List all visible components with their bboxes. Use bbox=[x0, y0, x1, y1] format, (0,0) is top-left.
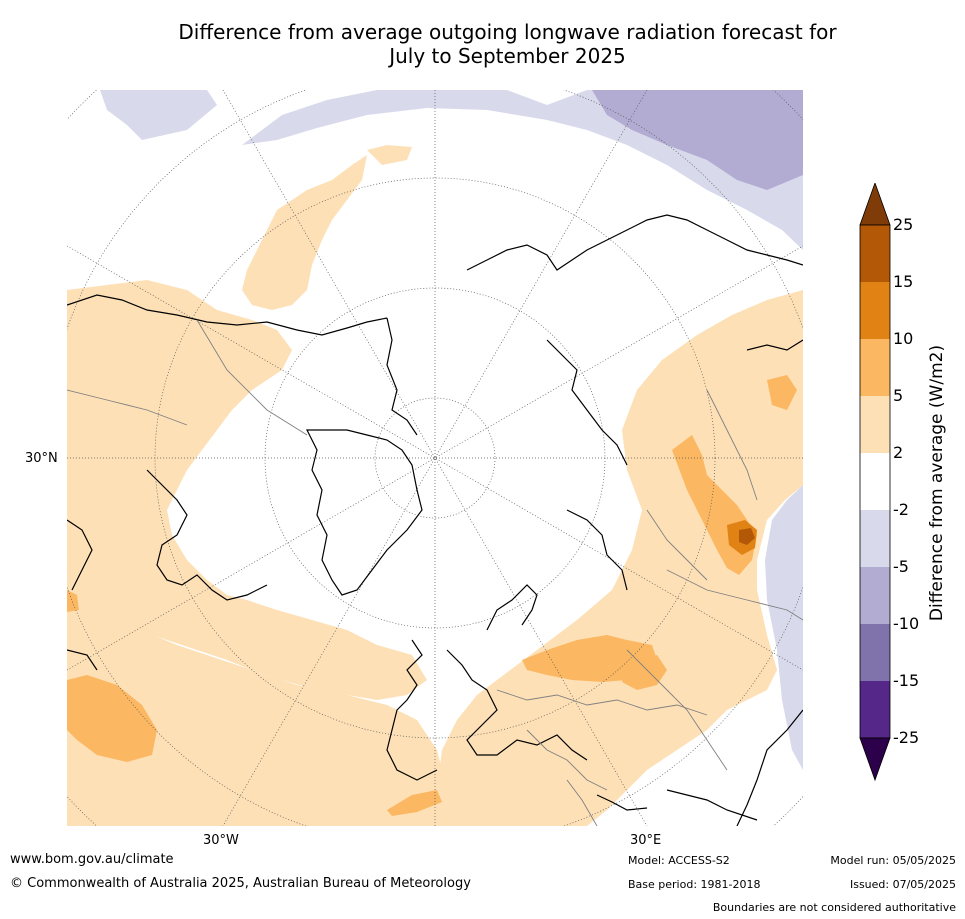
colorbar-label-10: 10 bbox=[893, 329, 914, 348]
colorbar-label-15: 15 bbox=[893, 272, 914, 291]
region-plus15-hotspot bbox=[739, 528, 755, 545]
region-minus5-northeast bbox=[592, 90, 803, 190]
region-plus5-north-africa bbox=[387, 790, 442, 816]
colorbar-label-minus15: -15 bbox=[893, 671, 920, 690]
footer-copyright: © Commonwealth of Australia 2025, Austra… bbox=[10, 876, 471, 891]
colorbar-bin-10-15 bbox=[860, 282, 890, 339]
region-plus5-small-west bbox=[67, 590, 79, 612]
region-plus2-north-america bbox=[67, 280, 427, 700]
colorbar-label-minus5: -5 bbox=[893, 557, 909, 576]
footer-disclaimer: Boundaries are not considered authoritat… bbox=[712, 901, 956, 914]
colorbar-bin-minus5-10 bbox=[860, 567, 890, 624]
region-plus5-southwest bbox=[67, 675, 157, 762]
lon-label-30e: 30°E bbox=[630, 833, 662, 848]
region-plus2-small-island bbox=[367, 145, 412, 165]
colorbar-bin-minus10-15 bbox=[860, 624, 890, 681]
footer-issued: Issued: 07/05/2025 bbox=[849, 878, 956, 891]
title-line-2: July to September 2025 bbox=[389, 44, 626, 68]
lat-label-30n: 30°N bbox=[25, 451, 58, 466]
lon-label-30w: 30°W bbox=[203, 833, 239, 848]
coastlines bbox=[67, 214, 803, 826]
region-plus2-eurasia bbox=[437, 290, 803, 826]
colorbar-label-minus2: -2 bbox=[893, 500, 909, 519]
footer-model: Model: ACCESS-S2 bbox=[628, 854, 730, 867]
colorbar-bin-minus2-5 bbox=[860, 510, 890, 567]
colorbar-extend-bottom bbox=[859, 737, 891, 782]
colorbar-label-minus25: -25 bbox=[893, 728, 920, 747]
map-title: Difference from average outgoing longwav… bbox=[60, 20, 955, 68]
footer-model-run: Model run: 05/05/2025 bbox=[830, 854, 956, 867]
region-minus2-northwest bbox=[100, 90, 217, 140]
map-canvas bbox=[67, 90, 803, 826]
colorbar bbox=[859, 183, 891, 782]
region-plus5-europe bbox=[522, 635, 657, 682]
region-plus5-east-europe bbox=[622, 655, 667, 690]
colorbar-title: Difference from average (W/m2) bbox=[927, 344, 947, 622]
region-minus2-east bbox=[765, 485, 803, 770]
colorbar-bin-2-5 bbox=[860, 396, 890, 453]
footer-base-period: Base period: 1981-2018 bbox=[628, 878, 761, 891]
country-boundaries bbox=[67, 319, 803, 826]
colorbar-bin-5-10 bbox=[860, 339, 890, 396]
colorbar-bin-minus15-25 bbox=[860, 681, 890, 738]
colorbar-bin-neutral bbox=[860, 453, 890, 510]
region-plus5-northeast-small bbox=[767, 375, 797, 410]
footer-website[interactable]: www.bom.gov.au/climate bbox=[10, 852, 174, 867]
title-line-1: Difference from average outgoing longwav… bbox=[178, 20, 837, 44]
graticule bbox=[67, 90, 803, 826]
region-plus2-arctic-canada bbox=[242, 155, 367, 310]
colorbar-label-5: 5 bbox=[893, 386, 904, 405]
colorbar-bin-15-25 bbox=[860, 225, 890, 282]
map-panel bbox=[67, 90, 803, 826]
colorbar-label-25: 25 bbox=[893, 215, 914, 234]
colorbar-label-2: 2 bbox=[893, 443, 904, 462]
region-plus2-southwest bbox=[67, 605, 457, 826]
colorbar-extend-top bbox=[859, 183, 891, 226]
colorbar-label-minus10: -10 bbox=[893, 614, 920, 633]
